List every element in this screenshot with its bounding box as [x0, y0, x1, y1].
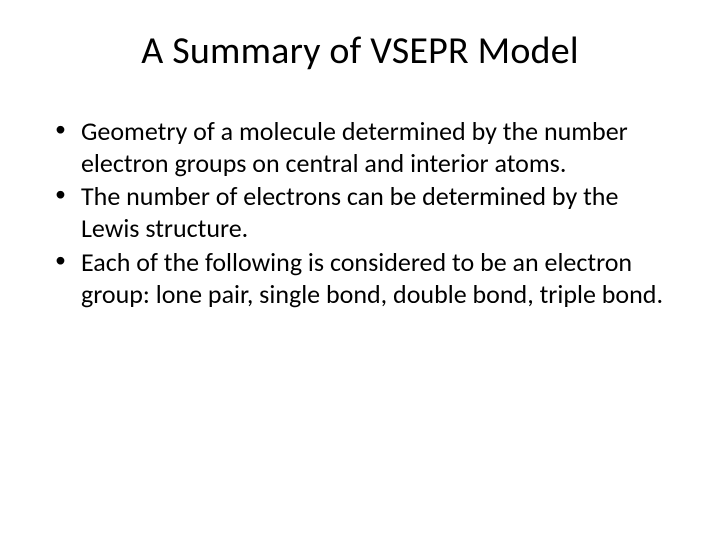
bullet-list: Geometry of a molecule determined by the… — [45, 116, 675, 310]
bullet-item: Each of the following is considered to b… — [53, 247, 675, 310]
bullet-item: Geometry of a molecule determined by the… — [53, 116, 675, 179]
slide-container: A Summary of VSEPR Model Geometry of a m… — [0, 0, 720, 540]
slide-title: A Summary of VSEPR Model — [45, 28, 675, 74]
bullet-item: The number of electrons can be determine… — [53, 181, 675, 244]
